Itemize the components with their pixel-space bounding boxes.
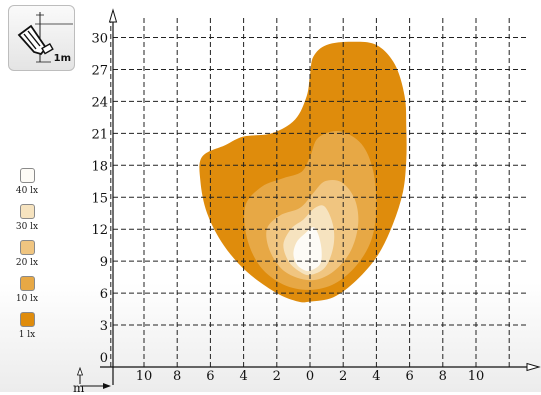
y-tick-label: 24 <box>91 95 108 110</box>
illuminance-legend: 40 lx 30 lx 20 lx 10 lx 1 lx <box>10 168 44 348</box>
y-tick-label: 12 <box>91 223 108 238</box>
m-unit-arrowhead <box>103 383 111 389</box>
chart-grid <box>110 18 528 368</box>
legend-item-30lx: 30 lx <box>10 204 44 240</box>
legend-swatch <box>19 240 35 255</box>
x-tick-label: 6 <box>206 369 214 384</box>
x-tick-label: 10 <box>468 369 485 384</box>
x-tick-label: 4 <box>372 369 380 384</box>
y-tick-label: 9 <box>100 255 108 270</box>
y-tick-label: 21 <box>91 127 108 142</box>
y-axis-arrow <box>108 8 118 23</box>
y-tick-label: 15 <box>91 191 108 206</box>
legend-item-1lx: 1 lx <box>10 312 44 348</box>
legend-swatch <box>19 168 35 183</box>
x-axis-arrow <box>526 362 541 372</box>
headlamp-mount-height-icon <box>17 12 73 63</box>
legend-label: 30 lx <box>15 222 39 232</box>
x-tick-label: 8 <box>173 369 181 384</box>
y-tick-label: 0 <box>100 351 108 366</box>
legend-swatch <box>19 204 35 219</box>
mini-up-arrowhead <box>76 366 84 376</box>
chart-axes <box>76 8 541 389</box>
legend-label: 20 lx <box>15 258 39 268</box>
y-tick-label: 6 <box>100 287 108 302</box>
x-tick-label: 8 <box>439 369 447 384</box>
legend-item-10lx: 10 lx <box>10 276 44 312</box>
y-tick-label: 18 <box>91 159 108 174</box>
x-axis-unit-label: m <box>73 381 85 395</box>
mount-height-label: 1m <box>53 53 71 64</box>
x-tick-label: 6 <box>405 369 413 384</box>
legend-item-20lx: 20 lx <box>10 240 44 276</box>
isolux-area-40lx <box>293 227 322 272</box>
x-tick-label: 10 <box>136 369 153 384</box>
legend-swatch <box>19 312 35 327</box>
legend-label: 40 lx <box>15 186 39 196</box>
legend-label: 10 lx <box>15 294 39 304</box>
y-tick-label: 30 <box>91 32 108 47</box>
legend-swatch <box>19 276 35 291</box>
x-tick-label: 0 <box>306 369 314 384</box>
legend-label: 1 lx <box>18 330 36 340</box>
x-tick-label: 2 <box>339 369 347 384</box>
x-tick-label: 4 <box>239 369 247 384</box>
isolux-areas <box>199 41 407 303</box>
y-tick-label: 27 <box>91 63 108 78</box>
x-tick-label: 2 <box>273 369 281 384</box>
legend-item-40lx: 40 lx <box>10 168 44 204</box>
mount-height-badge: 1m <box>8 5 75 71</box>
y-tick-label: 3 <box>100 319 108 334</box>
